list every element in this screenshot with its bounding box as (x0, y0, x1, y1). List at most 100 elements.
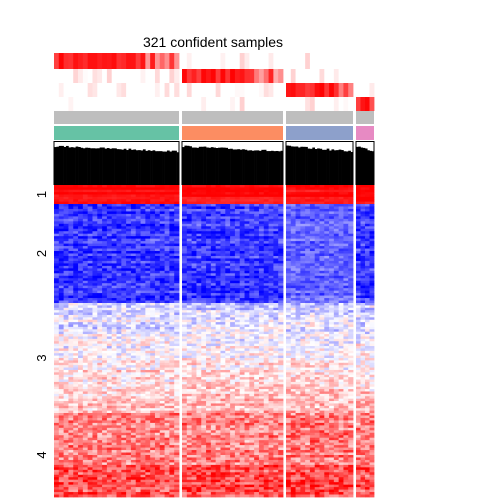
heatmap-cell (210, 233, 217, 237)
heatmap-cell (126, 324, 132, 328)
heatmap-cell (258, 206, 265, 210)
heatmap-cell (150, 381, 156, 385)
heatmap-cell (169, 189, 175, 193)
heatmap-cell (154, 192, 161, 195)
heatmap-cell (239, 329, 245, 333)
heatmap-cell (63, 238, 69, 242)
heatmap-cell (273, 288, 279, 292)
heatmap-cell (116, 334, 122, 337)
heatmap-cell (102, 367, 108, 371)
heatmap-cell (116, 358, 122, 361)
heatmap-cell (369, 208, 375, 212)
heatmap-cell (329, 255, 335, 259)
heatmap-cell (130, 196, 137, 200)
heatmap-cell (73, 398, 79, 402)
heatmap-cell (169, 265, 175, 269)
heatmap-cell (73, 346, 79, 349)
heatmap-cell (309, 243, 316, 247)
heatmap-cell (73, 196, 79, 200)
heatmap-cell (135, 377, 141, 380)
heatmap-cell (263, 218, 269, 222)
heatmap-cell (191, 255, 197, 259)
heatmap-cell (254, 290, 260, 294)
heatmap-cell (140, 360, 146, 364)
heatmap-cell (121, 263, 127, 267)
heatmap-cell (78, 238, 84, 242)
heatmap-cell (87, 307, 93, 311)
heatmap-cell (295, 196, 301, 200)
heatmap-cell (196, 298, 202, 301)
heatmap-cell (116, 231, 122, 235)
heatmap-cell (159, 233, 165, 237)
heatmap-cell (356, 228, 361, 232)
heatmap-cell (268, 213, 274, 217)
heatmap-cell (220, 290, 226, 294)
heatmap-cell (333, 300, 340, 304)
heatmap-cell (92, 384, 98, 388)
heatmap-cell (191, 253, 197, 257)
heatmap-cell (154, 255, 161, 259)
heatmap-cell (116, 213, 122, 217)
heatmap-cell (365, 273, 370, 277)
heatmap-cell (111, 201, 117, 205)
heatmap-cell (63, 379, 69, 383)
heatmap-cell (365, 293, 370, 296)
heatmap-cell (116, 290, 122, 294)
heatmap-cell (150, 331, 156, 335)
heatmap-cell (92, 226, 98, 230)
heatmap-cell (191, 331, 197, 335)
heatmap-cell (196, 213, 202, 217)
heatmap-cell (58, 369, 65, 373)
heatmap-cell (140, 221, 146, 225)
heatmap-cell (333, 185, 340, 188)
heatmap-cell (97, 283, 103, 287)
prob-track-3-cell (154, 83, 161, 97)
heatmap-cell (273, 265, 279, 269)
heatmap-cell (150, 248, 156, 252)
heatmap-cell (130, 312, 137, 316)
heatmap-cell (348, 283, 354, 287)
heatmap-cell (329, 278, 335, 282)
heatmap-cell (191, 273, 197, 277)
heatmap-cell (73, 317, 79, 321)
heatmap-cell (140, 372, 146, 376)
heatmap-cell (295, 263, 301, 267)
heatmap-cell (230, 218, 236, 222)
heatmap-cell (215, 303, 221, 306)
heatmap-cell (140, 346, 146, 349)
heatmap-cell (234, 322, 241, 325)
heatmap-cell (249, 290, 255, 294)
silhouette-bar (121, 149, 125, 185)
heatmap-cell (130, 396, 137, 400)
heatmap-cell (102, 199, 108, 203)
heatmap-cell (234, 216, 241, 220)
heatmap-cell (191, 201, 197, 205)
heatmap-cell (186, 334, 193, 337)
heatmap-cell (135, 228, 141, 232)
heatmap-cell (360, 208, 366, 212)
heatmap-cell (130, 283, 137, 287)
heatmap-cell (305, 243, 311, 247)
heatmap-cell (356, 192, 361, 195)
heatmap-cell (116, 285, 122, 289)
heatmap-cell (92, 189, 98, 193)
heatmap-cell (140, 243, 146, 247)
heatmap-cell (130, 329, 137, 333)
heatmap-cell (54, 236, 60, 240)
heatmap-cell (102, 338, 108, 342)
heatmap-cell (191, 204, 197, 207)
prob-track-3-cell (249, 83, 255, 97)
heatmap-cell (150, 293, 156, 296)
heatmap-cell (145, 379, 151, 383)
heatmap-cell (164, 196, 170, 200)
heatmap-cell (154, 288, 161, 292)
heatmap-cell (164, 350, 170, 354)
heatmap-cell (140, 305, 146, 309)
heatmap-cell (300, 288, 306, 292)
heatmap-cell (130, 290, 137, 294)
heatmap-cell (186, 300, 193, 304)
heatmap-cell (174, 211, 180, 215)
silhouette-bar (268, 151, 272, 185)
heatmap-cell (182, 221, 188, 225)
heatmap-cell (97, 386, 103, 390)
